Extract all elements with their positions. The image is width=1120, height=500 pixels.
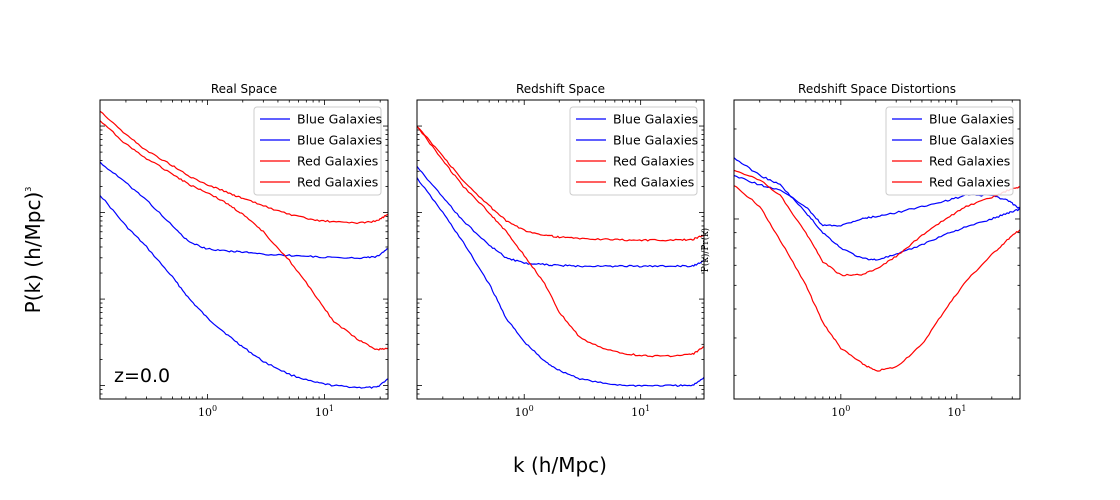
legend: Blue Galaxies Blue Galaxies Red Galaxies Re… — [253, 106, 382, 196]
legend-label: Red Galaxies — [929, 175, 1010, 190]
series-line-blue-2 — [100, 161, 388, 260]
legend: Blue Galaxies Blue Galaxies Red Galaxies Re… — [569, 106, 698, 196]
series-line-blue-1 — [417, 177, 704, 387]
x-tick-label: 101 — [315, 404, 334, 419]
legend-label: Blue Galaxies — [929, 133, 1014, 148]
panel-title: Real Space — [211, 82, 277, 96]
series-line-red-3 — [417, 125, 704, 358]
series-line-red-4 — [734, 169, 1020, 277]
x-tick-label: 101 — [947, 404, 966, 419]
x-tick-label: 101 — [631, 404, 650, 419]
x-tick-label-base: 10 — [631, 406, 645, 419]
x-tick-label-base: 10 — [947, 406, 961, 419]
legend-label: Blue Galaxies — [297, 133, 382, 148]
legend-label: Blue Galaxies — [613, 133, 698, 148]
x-tick-label: 100 — [198, 404, 217, 419]
series-group — [417, 125, 704, 387]
legend-box — [253, 106, 382, 196]
legend-label: Red Galaxies — [613, 154, 694, 169]
y-axis-label: P(k) (h/Mpc)3 — [21, 187, 45, 314]
y-axis-label-exponent: 3 — [24, 187, 33, 192]
x-tick-label-exponent: 0 — [529, 404, 534, 413]
x-tick-label-exponent: 0 — [212, 404, 217, 413]
legend-label: Red Galaxies — [297, 175, 378, 190]
panel-title: Redshift Space — [516, 82, 605, 96]
ratio-y-label: P(k)/Pr(k) — [700, 228, 711, 272]
legend-label: Red Galaxies — [297, 154, 378, 169]
legend-label: Red Galaxies — [613, 175, 694, 190]
panel-frame — [733, 99, 1021, 400]
series-group — [100, 110, 388, 389]
legend-label: Blue Galaxies — [613, 112, 698, 127]
x-tick-label-base: 10 — [515, 406, 529, 419]
x-tick-label-base: 10 — [831, 406, 845, 419]
x-tick-label: 100 — [515, 404, 534, 419]
series-line-red-4 — [100, 110, 388, 225]
x-tick-label-exponent: 1 — [961, 404, 966, 413]
legend-label: Red Galaxies — [929, 154, 1010, 169]
panel-title: Redshift Space Distortions — [798, 82, 956, 96]
x-tick-label-exponent: 1 — [329, 404, 334, 413]
series-line-red-4 — [417, 126, 704, 242]
x-tick-label-base: 10 — [315, 406, 329, 419]
series-line-blue-1 — [734, 157, 1020, 261]
series-line-red-3 — [734, 185, 1020, 372]
x-tick-label-exponent: 0 — [845, 404, 850, 413]
series-line-blue-2 — [417, 166, 704, 268]
panel-frame — [99, 99, 389, 400]
legend-label: Blue Galaxies — [929, 112, 1014, 127]
series-line-red-3 — [100, 120, 388, 351]
panel-frame — [416, 99, 705, 400]
x-tick-label-base: 10 — [198, 406, 212, 419]
legend-box — [569, 106, 698, 196]
legend-label: Blue Galaxies — [297, 112, 382, 127]
legend: Blue Galaxies Blue Galaxies Red Galaxies Re… — [885, 106, 1014, 196]
series-line-blue-1 — [100, 195, 388, 389]
x-axis-label: k (h/Mpc) — [513, 453, 607, 477]
x-tick-label-exponent: 1 — [645, 404, 650, 413]
redshift-annotation: z=0.0 — [114, 365, 170, 387]
x-tick-label: 100 — [831, 404, 850, 419]
legend-box — [885, 106, 1014, 196]
